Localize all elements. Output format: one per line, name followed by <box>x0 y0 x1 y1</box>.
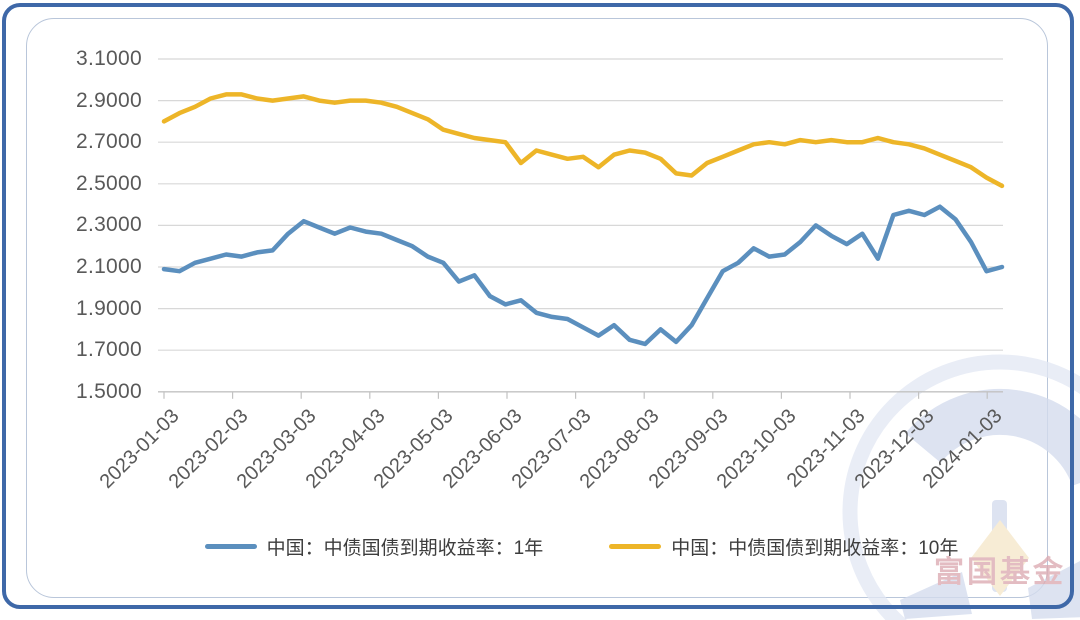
y-tick-label: 2.3000 <box>75 213 142 237</box>
chart-legend: 中国：中债国债到期收益率：1年 中国：中债国债到期收益率：10年 <box>160 533 1003 560</box>
legend-label-10y: 中国：中债国债到期收益率：10年 <box>671 538 959 559</box>
y-tick-label: 2.5000 <box>75 171 142 195</box>
legend-line-swatch-10y <box>609 544 662 549</box>
y-tick-label: 3.1000 <box>75 47 142 70</box>
y-tick-label: 2.9000 <box>75 88 142 112</box>
y-tick-label: 1.9000 <box>75 296 142 320</box>
y-tick-label: 2.1000 <box>75 255 142 278</box>
y-tick-label: 1.7000 <box>75 338 142 362</box>
y-tick-label: 1.5000 <box>75 379 142 403</box>
y-tick-label: 2.7000 <box>75 130 142 154</box>
legend-item-1y: 中国：中债国债到期收益率：1年 <box>204 533 544 560</box>
legend-label-1y: 中国：中债国债到期收益率：1年 <box>266 538 544 559</box>
chart-card <box>26 18 1048 598</box>
legend-line-swatch-1y <box>204 544 257 549</box>
legend-item-10y: 中国：中债国债到期收益率：10年 <box>609 533 958 560</box>
